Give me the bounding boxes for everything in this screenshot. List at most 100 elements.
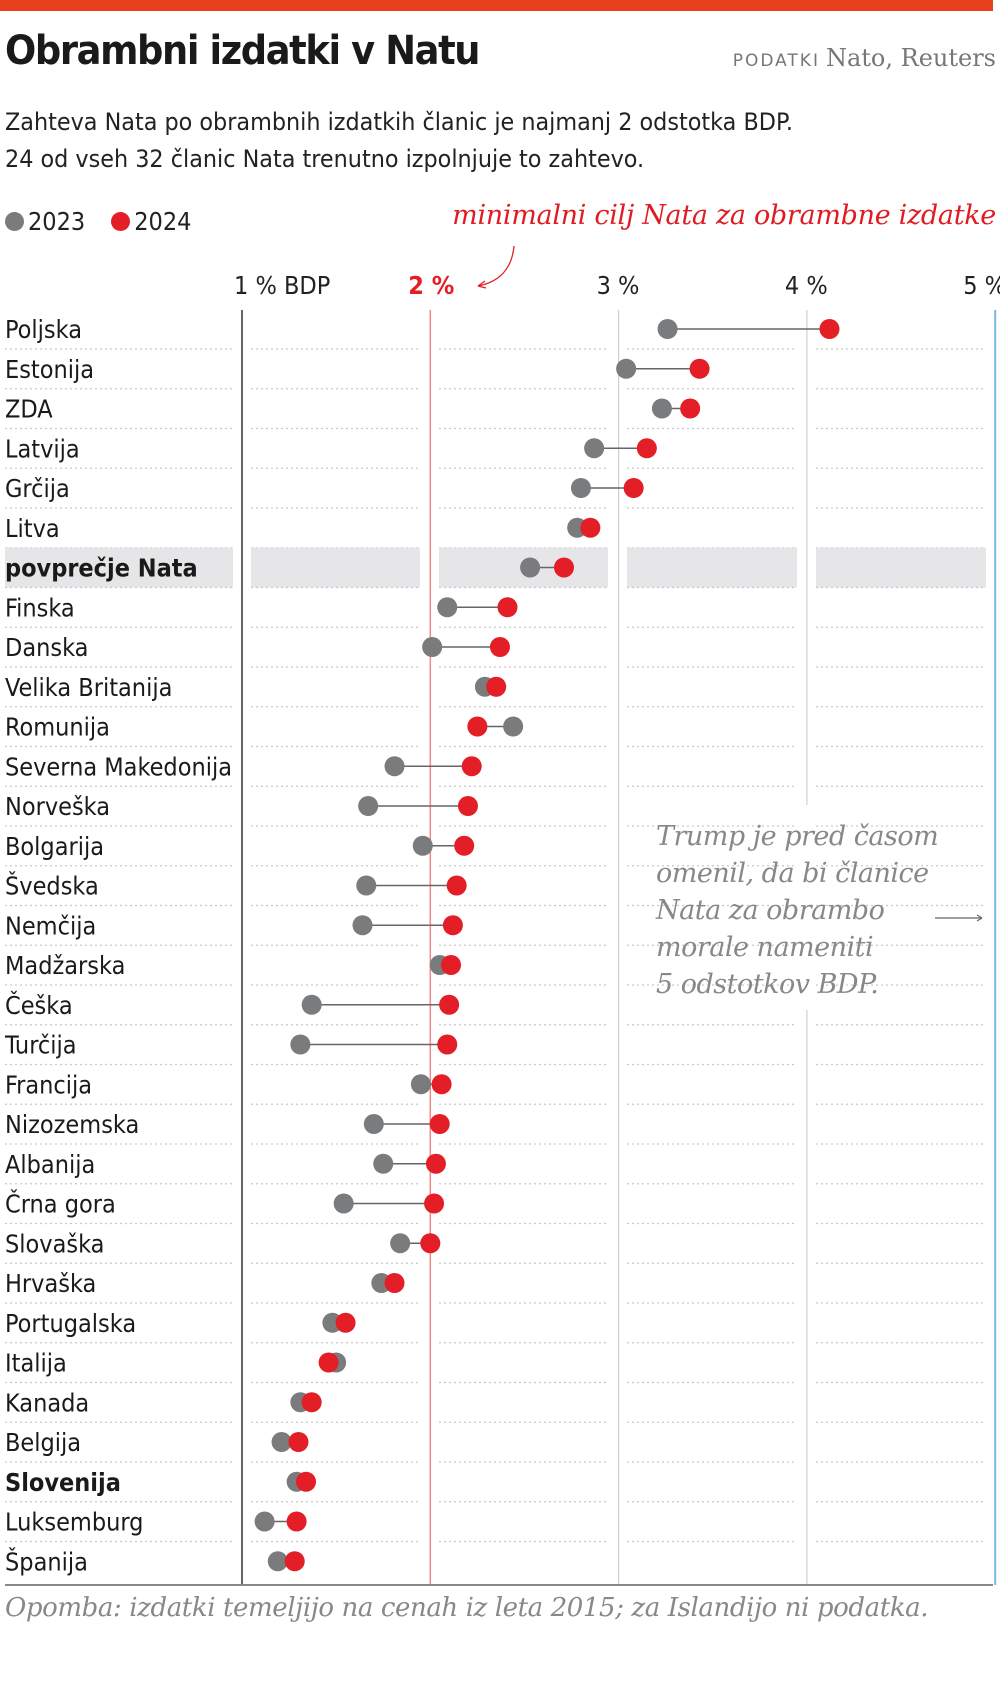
country-label: Albanija: [5, 1150, 95, 1179]
country-label: Italija: [5, 1349, 67, 1378]
dot-2024: [689, 358, 710, 379]
highlight-row-bg: [251, 547, 420, 588]
dot-2023: [254, 1511, 275, 1532]
highlight-row-bg: [627, 547, 797, 588]
trump-note-line: Trump je pred časom: [656, 821, 939, 852]
country-label: Turčija: [4, 1031, 77, 1060]
trump-note-line: morale nameniti: [656, 932, 874, 963]
country-label: Kanada: [5, 1388, 89, 1417]
country-label: Češka: [5, 990, 73, 1020]
dot-2023: [352, 915, 373, 936]
highlight-row-bg: [5, 547, 233, 588]
dot-2024: [441, 955, 462, 975]
dot-2023: [390, 1233, 411, 1254]
highlight-layer: [5, 348, 986, 1543]
country-label: Nizozemska: [5, 1110, 139, 1139]
dot-2023: [422, 637, 443, 657]
dot-2024: [424, 1193, 445, 1214]
dot-2024: [636, 438, 657, 459]
trump-note-line: 5 odstotkov BDP.: [656, 969, 879, 1000]
label-layer: 1 % BDP 2 % 3 % 4 % 5 % Poljska Estonija ZDA Lat…: [4, 271, 1000, 1576]
country-label: Romunija: [5, 713, 110, 742]
dot-2024: [467, 716, 488, 737]
dot-2024: [461, 756, 482, 777]
dot-layer: [254, 319, 840, 1572]
dot-2023: [570, 478, 591, 498]
chart-subtitle: Zahteva Nata po obrambnih izdatkih člani…: [5, 104, 793, 178]
legend-label-2023: 2023: [28, 207, 86, 236]
subtitle-line-1: Zahteva Nata po obrambnih izdatkih člani…: [5, 108, 794, 136]
dot-2024: [286, 1511, 307, 1532]
dot-2024: [296, 1471, 317, 1492]
x-tick-label: 4 %: [785, 271, 828, 300]
dot-2024: [623, 478, 644, 498]
dot-2023: [584, 438, 605, 459]
country-label: Nemčija: [5, 911, 96, 940]
dot-2023: [301, 994, 322, 1015]
legend-item-2023: 2023: [5, 207, 85, 236]
dot-2024: [288, 1432, 309, 1452]
dot-2023: [657, 319, 678, 339]
country-label: Slovaška: [5, 1229, 104, 1258]
dot-2024: [335, 1312, 356, 1333]
country-label: Latvija: [5, 434, 80, 463]
country-label: Hrvaška: [5, 1269, 96, 1298]
legend-dot-2024-icon: [111, 212, 131, 231]
dot-2023: [333, 1193, 354, 1214]
dot-2024: [429, 1114, 450, 1134]
legend: 2023 2024: [5, 207, 217, 236]
dot-2024: [489, 637, 510, 657]
gridline-layer: [5, 310, 997, 1586]
dot-2023: [384, 756, 405, 777]
source-credit: PODATKI Nato, Reuters: [733, 44, 996, 72]
target-annotation: minimalni cilj Nata za obrambne izdatke: [452, 200, 996, 231]
country-label: Bolgarija: [5, 832, 104, 861]
dot-2024: [284, 1551, 305, 1572]
dot-2023: [412, 835, 433, 856]
dot-2024: [553, 557, 574, 578]
country-label: Severna Makedonija: [5, 752, 232, 781]
dot-2023: [356, 875, 377, 896]
chart-title: Obrambni izdatki v Natu: [5, 28, 480, 74]
country-label: Švedska: [5, 871, 99, 901]
country-label: Estonija: [5, 355, 94, 384]
dot-2024: [318, 1352, 339, 1373]
country-label: Luksemburg: [5, 1508, 143, 1537]
dot-2023: [651, 398, 672, 419]
trump-note-line: Nata za obrambo: [656, 895, 885, 926]
country-label: Litva: [5, 514, 60, 543]
x-tick-label: 1 % BDP: [234, 271, 330, 300]
x-tick-label: 5 %: [963, 271, 1000, 300]
trump-annotation: Trump je pred časom omenil, da bi članic…: [656, 818, 939, 1003]
country-label: Belgija: [5, 1428, 81, 1457]
dot-2024: [486, 676, 507, 697]
country-label: Slovenija: [5, 1468, 121, 1497]
target-arrowhead-icon: [477, 280, 487, 289]
footnote: Opomba: izdatki temeljijo na cenah iz le…: [5, 1593, 929, 1623]
country-label: Črna gora: [5, 1189, 116, 1219]
x-tick-label: 3 %: [597, 271, 640, 300]
dot-2023: [503, 716, 524, 737]
target-arrow-icon: [477, 245, 515, 287]
dot-2024: [301, 1392, 322, 1413]
country-label: Norveška: [5, 792, 110, 821]
dot-2024: [819, 319, 840, 339]
country-label: ZDA: [5, 395, 53, 424]
dot-2023: [271, 1432, 292, 1452]
dot-2023: [358, 796, 379, 816]
accent-top-bar: [0, 0, 993, 11]
dot-2023: [520, 557, 541, 578]
legend-dot-2023-icon: [5, 212, 24, 231]
dot-2024: [420, 1233, 441, 1254]
trump-note-line: omenil, da bi članice: [656, 858, 929, 889]
country-label: Madžarska: [5, 951, 125, 980]
dot-2024: [680, 398, 701, 419]
country-label: povprečje Nata: [5, 554, 198, 583]
x-tick-label: 2 %: [408, 271, 454, 300]
country-label: Grčija: [5, 474, 70, 503]
country-label: Portugalska: [5, 1309, 136, 1338]
five-percent-arrowhead-icon: [976, 914, 983, 922]
country-label: Španija: [5, 1546, 88, 1576]
dot-2024: [446, 875, 467, 896]
